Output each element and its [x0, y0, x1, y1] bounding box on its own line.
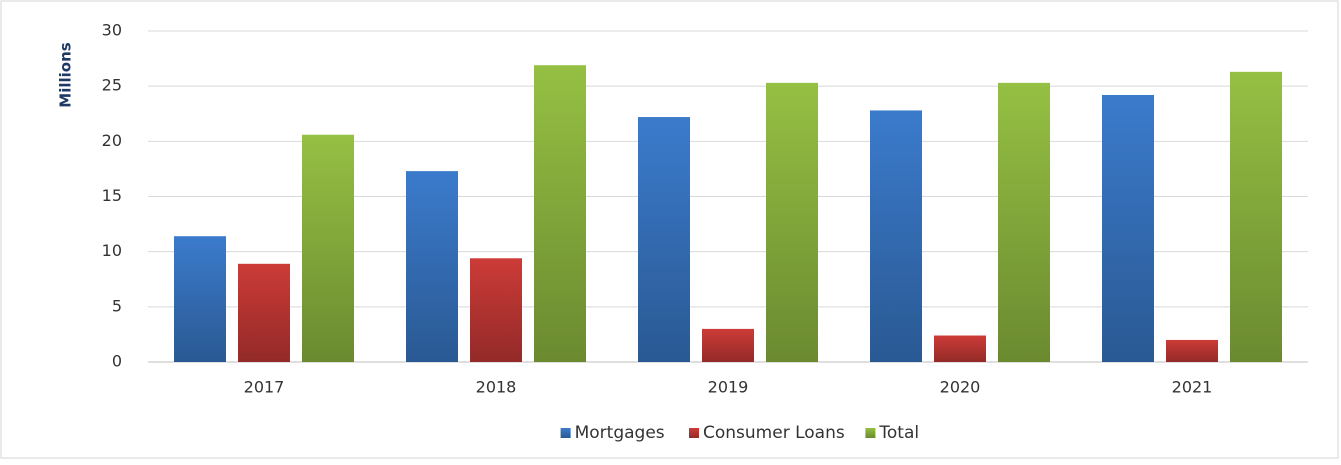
x-tick-label: 2017 — [244, 378, 285, 397]
y-tick-label: 5 — [112, 296, 122, 315]
bar — [998, 82, 1050, 363]
bar — [238, 263, 290, 362]
bar — [934, 335, 986, 362]
x-tick-label: 2019 — [708, 378, 749, 397]
x-tick-label: 2018 — [476, 378, 517, 397]
bar — [870, 110, 922, 362]
bar — [174, 236, 226, 362]
bar — [534, 65, 586, 362]
legend-swatch — [865, 428, 876, 438]
x-tick-label: 2021 — [1172, 378, 1213, 397]
bar — [1230, 71, 1282, 362]
legend-swatch — [560, 428, 571, 438]
y-tick-label: 15 — [102, 186, 122, 205]
legend-label: Consumer Loans — [703, 423, 845, 443]
bar — [302, 134, 354, 362]
legend-swatch — [689, 428, 699, 438]
bar — [406, 171, 458, 362]
bar — [766, 82, 818, 363]
y-tick-label: 25 — [102, 76, 122, 95]
y-axis-label: Millions — [57, 42, 75, 107]
bar — [470, 258, 522, 362]
legend-label: Total — [878, 423, 919, 443]
y-tick-label: 10 — [102, 241, 122, 260]
legend-label: Mortgages — [575, 423, 665, 443]
y-tick-label: 20 — [102, 131, 122, 150]
y-tick-label: 30 — [102, 21, 122, 40]
bar — [638, 117, 690, 362]
bar — [1166, 339, 1218, 362]
x-tick-label: 2020 — [940, 378, 981, 397]
y-tick-label: 0 — [112, 352, 122, 371]
bar — [702, 328, 754, 362]
bar — [1102, 94, 1154, 362]
